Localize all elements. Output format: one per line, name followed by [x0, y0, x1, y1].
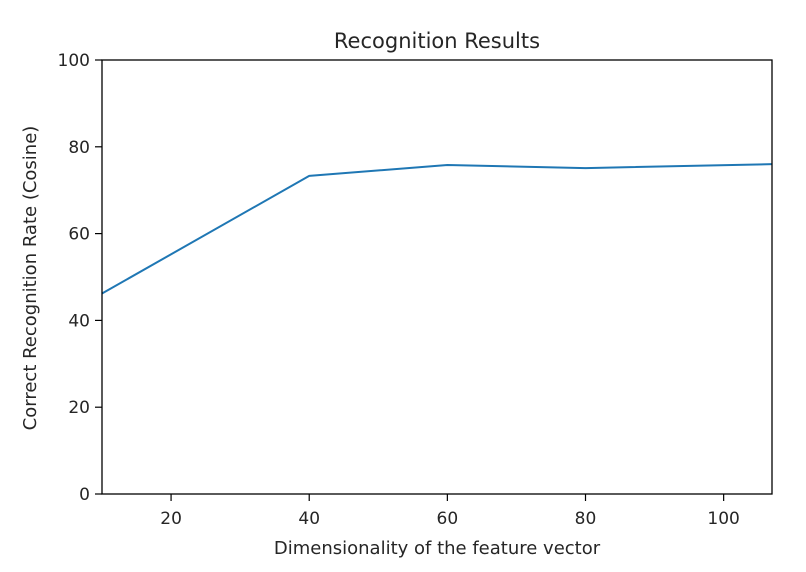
- x-tick-label: 60: [437, 509, 459, 529]
- x-tick-label: 20: [160, 509, 182, 529]
- y-axis-ticks: 0 20 40 60 80 100: [58, 51, 102, 505]
- series-layer: [101, 163, 773, 295]
- y-tick-label: 20: [68, 398, 90, 418]
- chart-title: Recognition Results: [334, 29, 540, 53]
- y-tick-label: 100: [58, 51, 90, 71]
- y-tick-label: 0: [79, 485, 90, 505]
- x-axis-ticks: 20 40 60 80 100: [160, 494, 740, 529]
- x-tick-label: 40: [298, 509, 320, 529]
- x-tick-label: 100: [707, 509, 739, 529]
- x-axis-label: Dimensionality of the feature vector: [274, 538, 601, 559]
- y-axis-label: Correct Recognition Rate (Cosine): [20, 126, 41, 431]
- plot-frame: [101, 59, 773, 495]
- y-tick-label: 60: [68, 225, 90, 245]
- series-line-0: [101, 163, 773, 295]
- x-tick-label: 80: [575, 509, 597, 529]
- y-tick-label: 80: [68, 138, 90, 158]
- y-tick-label: 40: [68, 311, 90, 331]
